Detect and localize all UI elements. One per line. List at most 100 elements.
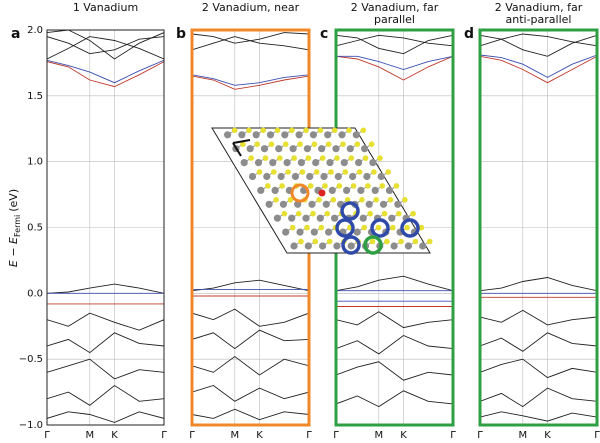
chalcogen-atom: [265, 183, 271, 189]
metal-atom: [296, 228, 304, 236]
chalcogen-atom: [304, 224, 310, 231]
chalcogen-atom: [377, 155, 383, 161]
metal-atom: [240, 159, 248, 167]
chalcogen-atom: [330, 197, 337, 203]
red-atom: [318, 189, 326, 197]
blue-ring: [400, 218, 420, 238]
metal-atom: [302, 214, 310, 222]
chalcogen-atom: [334, 155, 340, 161]
band: [480, 54, 597, 78]
chalcogen-atom: [398, 238, 404, 245]
metal-atom: [248, 172, 257, 181]
metal-atom: [328, 186, 336, 194]
metal-atom: [277, 172, 285, 181]
metal-atom: [283, 159, 291, 167]
band: [480, 34, 597, 57]
metal-atom: [326, 159, 334, 167]
metal-atom: [269, 159, 277, 167]
panel-title: 2 Vanadium, near: [202, 1, 300, 14]
metal-atom: [309, 131, 317, 139]
chalcogen-atom: [418, 224, 425, 231]
metal-atom: [404, 242, 412, 250]
metal-atom: [254, 159, 263, 167]
chalcogen-atom: [317, 127, 324, 134]
x-tick-label: Γ: [477, 430, 483, 441]
chalcogen-atom: [362, 155, 369, 161]
band: [47, 283, 164, 294]
chalcogen-atom: [348, 155, 355, 161]
chalcogen-atom: [384, 238, 390, 245]
blue-ring: [341, 235, 361, 255]
metal-atom: [273, 214, 281, 222]
panel-letter: d: [464, 26, 474, 42]
chalcogen-atom: [297, 141, 303, 147]
chalcogen-atom: [322, 183, 328, 189]
bands: [192, 32, 309, 421]
chalcogen-atom: [281, 210, 288, 217]
band: [47, 384, 164, 406]
bands: [336, 34, 453, 408]
band: [47, 312, 164, 331]
x-tick-label: K: [544, 430, 551, 441]
chalcogen-atom: [271, 169, 277, 175]
chalcogen-atom: [262, 155, 269, 161]
band: [192, 279, 309, 292]
metal-atom: [260, 145, 269, 153]
chalcogen-atom: [279, 183, 285, 189]
chalcogen-atom: [356, 169, 363, 175]
metal-atom: [394, 200, 402, 208]
metal-atom: [271, 186, 279, 194]
metal-atom: [419, 242, 427, 250]
band: [480, 332, 597, 352]
chalcogen-atom: [381, 210, 388, 217]
frame: [46, 29, 165, 426]
metal-atom: [316, 214, 324, 222]
metal-atom: [295, 131, 303, 139]
metal-atom: [265, 200, 273, 208]
plots: −1.0 −0.5 0.0 0.5 1.0 1.5 2.0 Γ M K Γ 1 Vanadium a E …: [7, 1, 600, 441]
chalcogen-atom: [412, 238, 419, 245]
chalcogen-atom: [385, 169, 392, 175]
metal-atom: [338, 131, 346, 139]
metal-atom: [290, 242, 298, 250]
vector-a: [232, 139, 251, 144]
panel-letter: a: [11, 26, 20, 42]
chalcogen-atom: [311, 141, 318, 147]
blue-ring: [340, 201, 360, 221]
chalcogen-atom: [307, 183, 314, 189]
bands: [480, 33, 597, 422]
panel-title: 2 Vanadium, far: [495, 1, 583, 14]
chalcogen-atom: [326, 238, 333, 245]
metal-atom: [346, 145, 354, 153]
metal-atom: [303, 145, 311, 153]
chalcogen-atom: [387, 197, 394, 203]
metal-atom: [390, 242, 398, 250]
chalcogen-atom: [313, 169, 320, 175]
y-tick-label: 0.5: [27, 223, 43, 234]
y-tick-label: 1.5: [27, 91, 43, 102]
chalcogen-atom: [316, 197, 322, 203]
chalcogen-atom: [287, 197, 294, 203]
band: [47, 30, 164, 60]
band: [47, 36, 164, 60]
band: [336, 34, 453, 47]
metal-atom: [320, 172, 328, 181]
chalcogen-atom: [331, 127, 338, 134]
chalcogen-atom: [295, 210, 302, 217]
y-tick-label: 0.0: [27, 288, 43, 299]
metal-atom: [388, 214, 396, 222]
metal-atom: [325, 228, 333, 236]
metal-atom: [246, 145, 254, 153]
band: [192, 36, 309, 51]
chalcogen-atom: [371, 169, 377, 175]
band: [47, 59, 164, 84]
chalcogen-atom: [289, 224, 296, 231]
band: [192, 75, 309, 90]
chalcogen-atom: [256, 169, 263, 175]
blue-rings: [335, 201, 420, 255]
bands: [47, 30, 164, 423]
chalcogen-atom: [303, 127, 309, 134]
metal-atom: [371, 186, 379, 194]
chalcogen-atom: [268, 141, 275, 147]
lattice-vectors: [232, 139, 251, 157]
